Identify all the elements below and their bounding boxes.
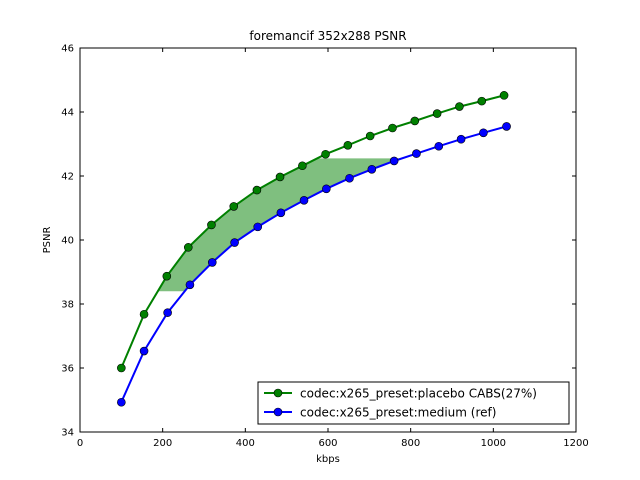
- data-point: [252, 185, 262, 195]
- data-point: [343, 140, 353, 150]
- data-point: [477, 96, 487, 106]
- y-tick-label: 40: [61, 236, 74, 247]
- data-point: [183, 243, 193, 252]
- data-point: [117, 363, 126, 373]
- legend-label: codec:x265_preset:medium (ref): [300, 406, 496, 420]
- data-point: [388, 123, 397, 133]
- data-point: [455, 102, 464, 111]
- series-layer: [117, 91, 511, 407]
- y-tick-label: 42: [61, 172, 74, 183]
- data-point: [479, 128, 488, 138]
- shaded-region: [157, 158, 402, 292]
- legend-label: codec:x265_preset:placebo CABS(27%): [300, 387, 537, 401]
- data-point: [345, 173, 354, 183]
- data-point: [207, 258, 217, 267]
- data-point: [185, 280, 195, 290]
- legend-box: [257, 381, 570, 425]
- improvement-area: [157, 158, 402, 292]
- y-tick-label: 34: [61, 428, 74, 439]
- x-tick-label: 400: [236, 438, 255, 449]
- data-point: [410, 116, 420, 126]
- data-point: [412, 149, 421, 158]
- series-2: [117, 122, 511, 407]
- data-point: [139, 309, 149, 319]
- data-point: [456, 134, 466, 144]
- data-point: [298, 161, 307, 171]
- data-point: [367, 164, 377, 174]
- data-point: [229, 202, 239, 211]
- data-point: [230, 238, 239, 247]
- y-tick-label: 38: [61, 300, 74, 311]
- data-point: [253, 222, 263, 232]
- data-point: [275, 172, 285, 182]
- axis-ticks: 0 200 400 600 800 1000 1200 34 36 38 40 42 44 46: [61, 44, 588, 450]
- y-tick-label: 44: [61, 108, 74, 119]
- data-point: [322, 184, 331, 194]
- legend: codec:x265_preset:placebo CABS(27%) codec…: [257, 381, 570, 425]
- legend-marker: [273, 388, 283, 398]
- data-point: [389, 156, 399, 166]
- x-tick-label: 1000: [481, 438, 506, 449]
- y-tick-label: 46: [61, 44, 74, 55]
- data-point: [432, 109, 442, 118]
- data-point: [499, 91, 509, 100]
- data-point: [365, 131, 375, 141]
- legend-marker: [273, 407, 283, 417]
- data-point: [139, 346, 149, 356]
- y-tick-label: 36: [61, 364, 74, 375]
- data-point: [299, 196, 309, 205]
- data-point: [117, 397, 126, 407]
- x-tick-label: 600: [318, 438, 337, 449]
- x-tick-label: 0: [77, 438, 83, 449]
- x-tick-label: 1200: [563, 438, 588, 449]
- data-point: [434, 141, 444, 151]
- series-1: [117, 91, 509, 373]
- y-axis-title: PSNR: [42, 227, 53, 254]
- data-point: [163, 308, 172, 317]
- x-tick-label: 800: [401, 438, 420, 449]
- chart-title: foremancif 352x288 PSNR: [249, 29, 406, 43]
- data-point: [276, 208, 286, 218]
- x-axis-title: kbps: [316, 454, 340, 465]
- data-point: [207, 220, 216, 230]
- data-point: [162, 271, 172, 281]
- data-point: [321, 149, 330, 159]
- x-tick-label: 200: [153, 438, 172, 449]
- data-point: [502, 122, 511, 131]
